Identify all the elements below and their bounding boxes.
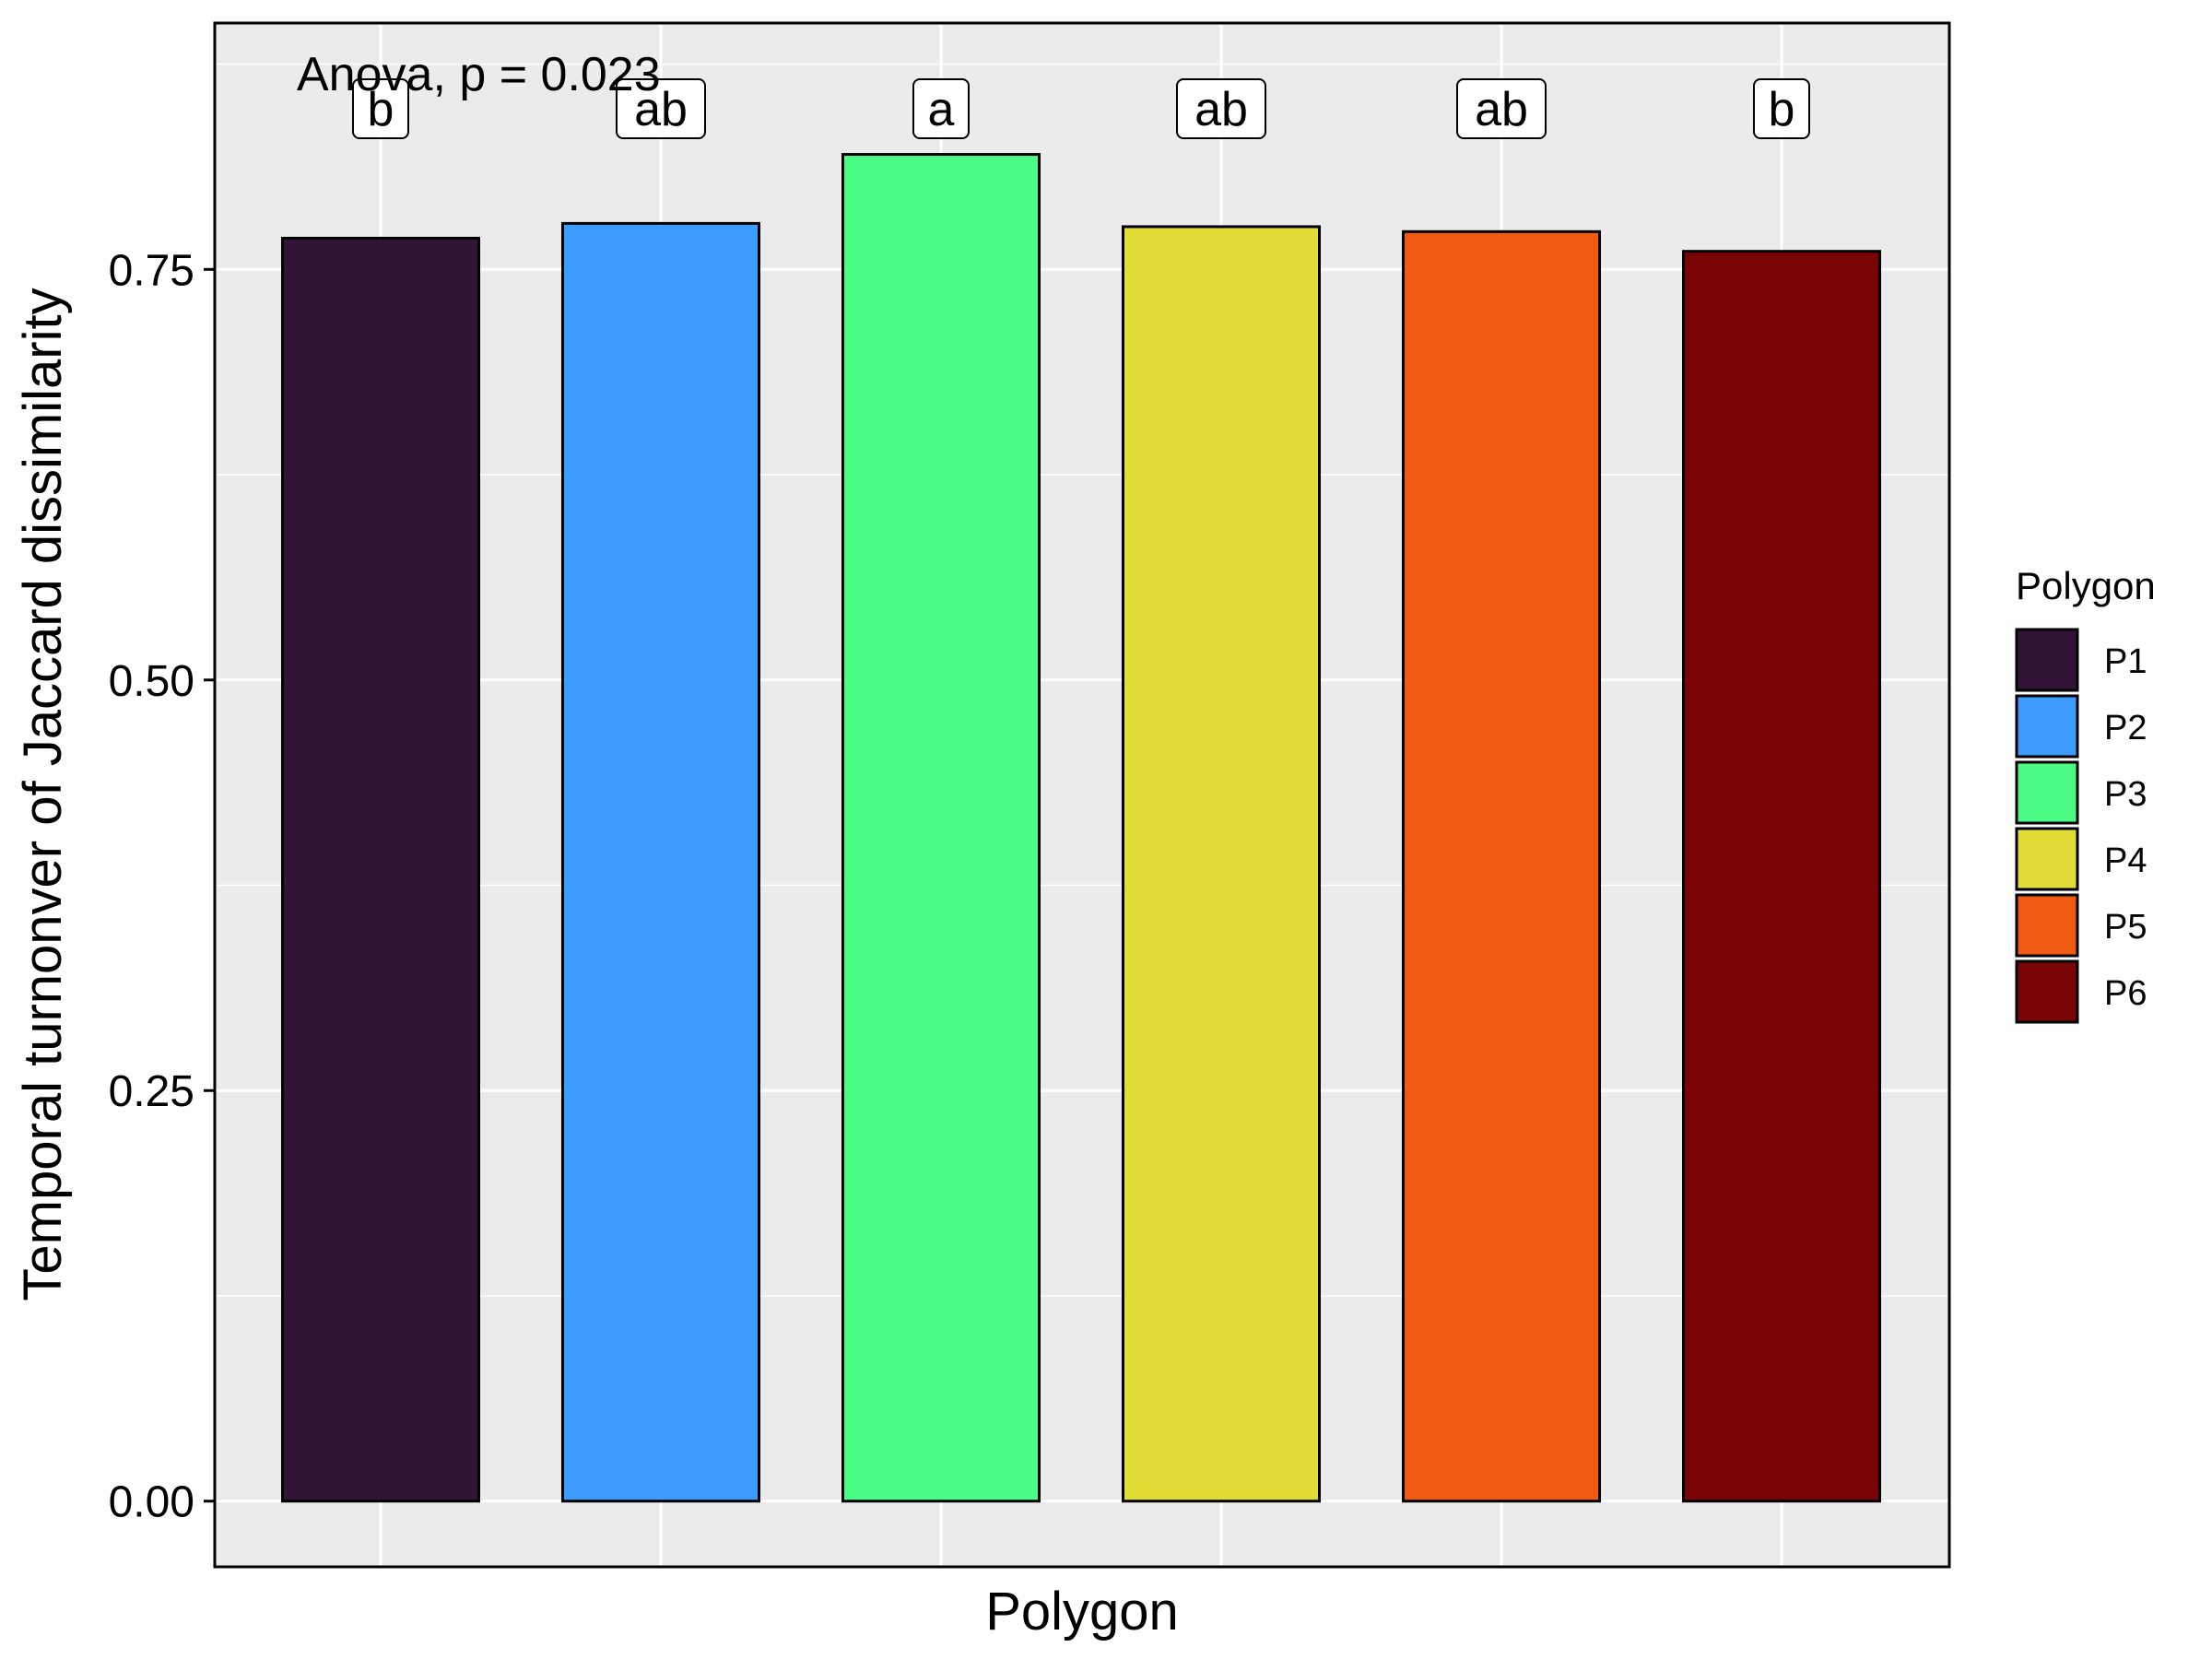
plot-panel [215,23,1949,1567]
legend-item-p2: P2 [2015,694,2147,759]
y-axis-title: Temporal turnonver of Jaccard dissimilar… [13,288,73,1300]
sig-label-text: ab [634,83,688,136]
legend-swatch [2015,893,2079,958]
anova-annotation: Anova, p = 0.023 [297,48,661,101]
sig-label-box [616,78,706,139]
bar-p3 [841,153,1041,1503]
sig-label-text: b [1769,83,1795,136]
legend-swatch [2015,628,2079,692]
sig-label-p2: ab [616,78,706,139]
legend-item-p3: P3 [2015,760,2147,825]
sig-label-box [1753,78,1810,139]
significance-labels: b ab a ab ab b [352,78,1810,139]
legend-label: P6 [2104,974,2147,1013]
y-axis: 0.00 0.25 0.50 0.75 [109,246,215,1527]
sig-label-p3: a [912,78,970,139]
sig-label-box [1456,78,1547,139]
sig-label-p4: ab [1176,78,1266,139]
sig-label-text: ab [1194,83,1248,136]
legend-swatch [2015,694,2079,759]
legend: Polygon P1 P2 P3 P4 P5 P6 [2015,564,2156,1024]
sig-label-text: ab [1475,83,1528,136]
legend-label: P1 [2104,642,2147,681]
sig-label-box [1176,78,1266,139]
legend-swatch [2015,760,2079,825]
sig-label-box [352,78,409,139]
legend-swatch [2015,959,2079,1024]
legend-swatch [2015,827,2079,891]
bar-p2 [561,221,760,1503]
legend-item-p6: P6 [2015,959,2147,1024]
legend-title: Polygon [2016,564,2156,607]
y-tick-label: 0.25 [109,1067,194,1116]
bar-p5 [1402,229,1601,1503]
legend-item-p4: P4 [2015,827,2147,891]
legend-label: P2 [2104,709,2147,747]
legend-label: P4 [2104,841,2147,880]
y-tick-label: 0.00 [109,1478,194,1527]
legend-label: P5 [2104,908,2147,947]
bar-p1 [281,236,480,1503]
bar-p4 [1122,225,1321,1503]
bar-p6 [1682,250,1881,1503]
sig-label-p1: b [352,78,409,139]
legend-item-p1: P1 [2015,628,2147,692]
plot-panel-border [213,21,1951,1569]
legend-label: P3 [2104,775,2147,814]
sig-label-p5: ab [1456,78,1547,139]
y-tick-label: 0.50 [109,657,194,706]
bars [281,153,1881,1503]
x-axis-title: Polygon [985,1582,1179,1641]
sig-label-p6: b [1753,78,1810,139]
legend-item-p5: P5 [2015,893,2147,958]
sig-label-text: a [928,83,955,136]
sig-label-box [912,78,970,139]
sig-label-text: b [368,83,394,136]
y-tick-label: 0.75 [109,246,194,295]
